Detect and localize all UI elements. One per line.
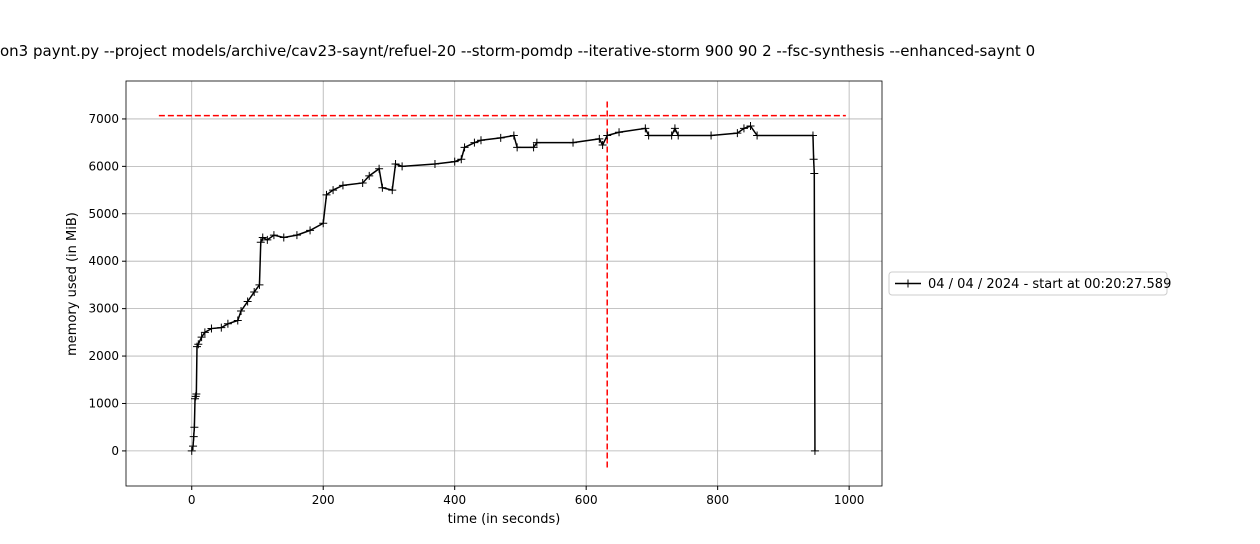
y-tick-label: 6000 [88, 159, 119, 173]
data-point [569, 138, 578, 147]
data-point [237, 307, 246, 316]
data-point [189, 432, 198, 441]
data-point [450, 157, 459, 166]
x-tick-label: 400 [443, 493, 466, 507]
y-tick-label: 1000 [88, 396, 119, 410]
data-point [398, 162, 407, 171]
data-point [378, 183, 387, 192]
data-point [388, 186, 397, 195]
data-point [753, 131, 762, 140]
data-point [391, 159, 400, 168]
data-point [322, 190, 331, 199]
data-point [746, 122, 755, 131]
data-point [674, 131, 683, 140]
data-point [233, 316, 242, 325]
data-point [217, 323, 226, 332]
data-point [513, 143, 522, 152]
x-tick-label: 800 [706, 493, 729, 507]
data-point [319, 219, 328, 228]
data-point [603, 131, 612, 140]
data-point [615, 128, 624, 137]
x-tick-label: 600 [575, 493, 598, 507]
data-point [808, 131, 817, 140]
data-point [192, 389, 201, 398]
data-point [532, 138, 541, 147]
data-point [358, 178, 367, 187]
legend-swatch [904, 279, 912, 288]
data-point [707, 131, 716, 140]
data-point [476, 136, 485, 145]
data-point [595, 134, 604, 143]
data-point [529, 143, 538, 152]
data-point [509, 131, 518, 140]
data-point [243, 297, 252, 306]
data-point [306, 226, 315, 235]
data-point [810, 446, 819, 455]
y-tick-label: 7000 [88, 112, 119, 126]
data-point [460, 143, 469, 152]
data-point [256, 238, 265, 247]
data-point [598, 141, 607, 150]
data-point [810, 169, 819, 178]
data-point [670, 124, 679, 133]
data-point [641, 124, 650, 133]
data-point [263, 235, 272, 244]
data-point [329, 186, 338, 195]
data-point [207, 324, 216, 333]
data-line [191, 125, 816, 452]
data-point [250, 288, 259, 297]
data-point [496, 133, 505, 142]
data-point [279, 233, 288, 242]
data-point [223, 319, 232, 328]
y-tick-label: 4000 [88, 254, 119, 268]
data-point [258, 233, 267, 242]
legend-label: 04 / 04 / 2024 - start at 00:20:27.589 [928, 277, 1171, 292]
plot-frame [125, 80, 883, 487]
data-point [190, 423, 199, 432]
data-point [365, 171, 374, 180]
x-tick-label: 1000 [834, 493, 865, 507]
legend-box [888, 271, 1168, 296]
data-point [189, 442, 198, 451]
y-tick-label: 3000 [88, 302, 119, 316]
data-point [255, 280, 264, 289]
y-axis-label: memory used (in MiB) [65, 212, 80, 356]
y-tick-label: 5000 [88, 207, 119, 221]
data-point [269, 231, 278, 240]
x-axis-label: time (in seconds) [448, 512, 561, 527]
x-tick-label: 0 [188, 493, 196, 507]
data-point [375, 164, 384, 173]
data-point [644, 131, 653, 140]
data-point [292, 231, 301, 240]
data-point [470, 138, 479, 147]
data-point [809, 155, 818, 164]
y-tick-label: 0 [111, 444, 119, 458]
data-point [338, 181, 347, 190]
data-point [457, 155, 466, 164]
data-point [430, 159, 439, 168]
data-point [187, 446, 196, 455]
data-point [197, 333, 206, 342]
data-point [739, 124, 748, 133]
data-point [194, 340, 203, 349]
y-tick-label: 2000 [88, 349, 119, 363]
data-point [733, 129, 742, 138]
chart-title: on3 paynt.py --project models/archive/ca… [0, 42, 1035, 60]
x-tick-label: 200 [312, 493, 335, 507]
data-point [200, 328, 209, 337]
